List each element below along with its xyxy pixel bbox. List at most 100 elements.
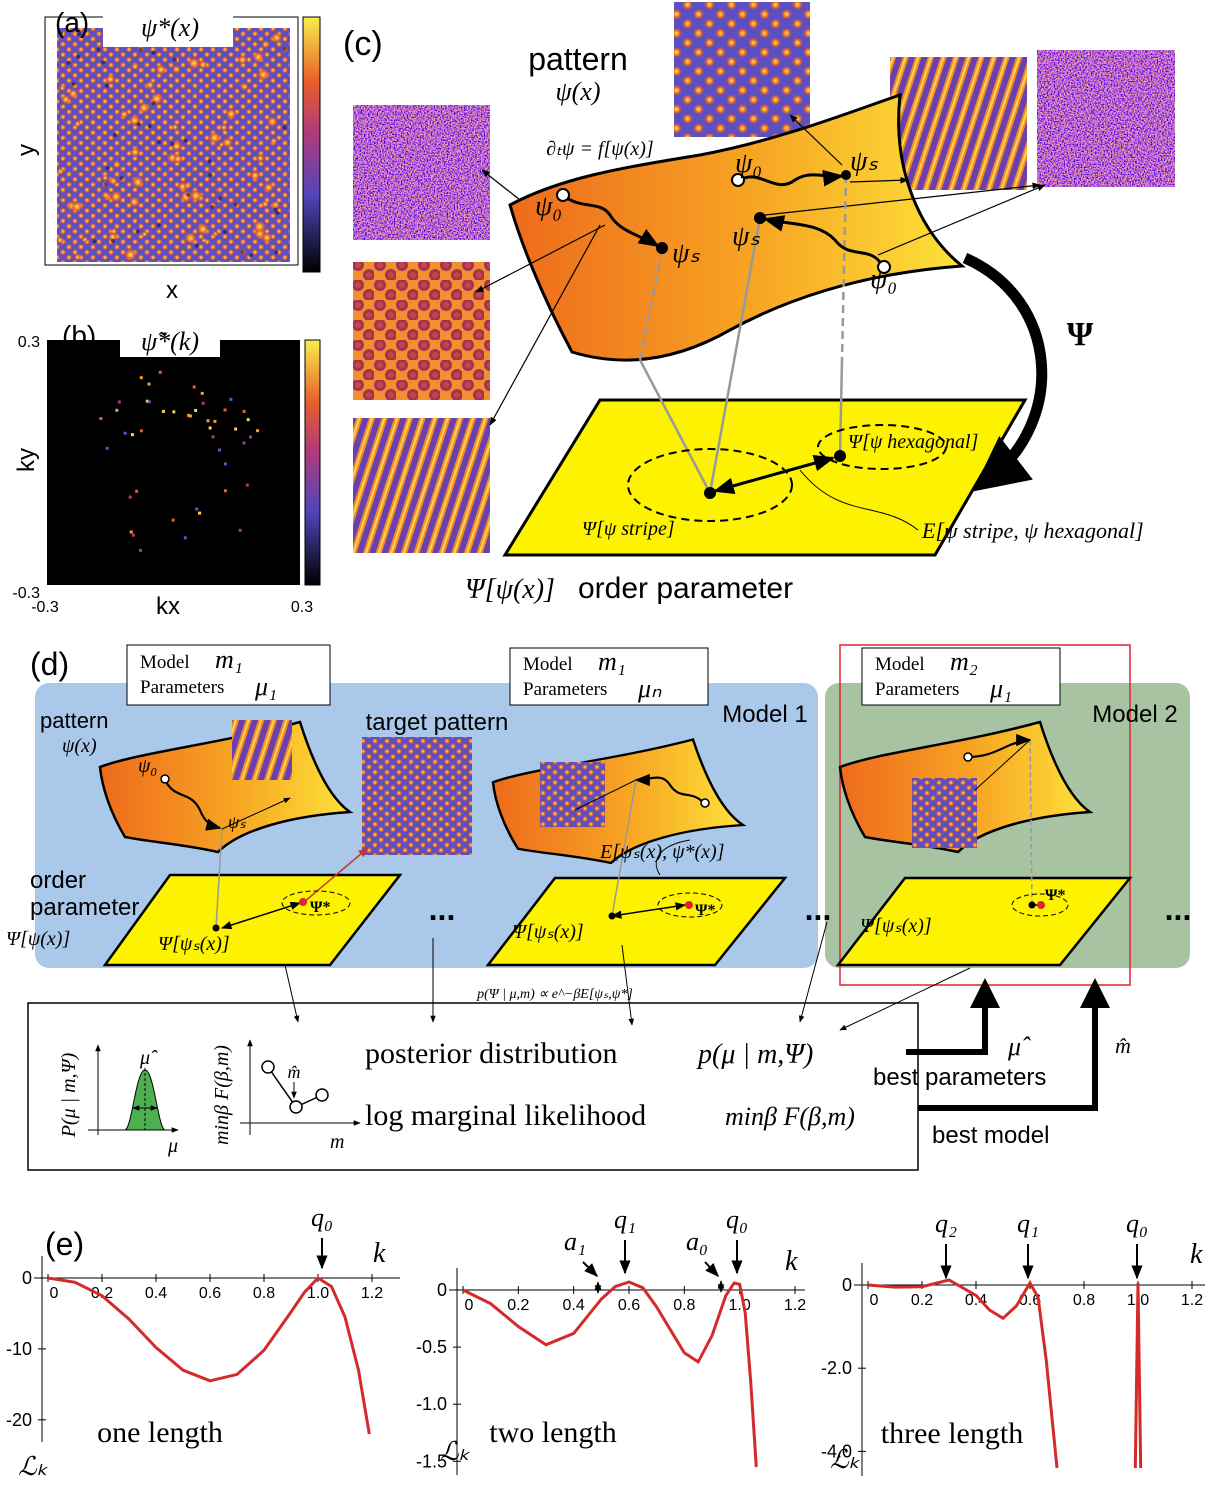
spot	[184, 139, 188, 143]
label: ...	[805, 891, 832, 927]
label: order	[30, 867, 86, 894]
y-tick-label: 0	[22, 1268, 32, 1288]
label: μ₁	[989, 674, 1012, 703]
spot	[130, 147, 141, 158]
spot	[104, 183, 108, 187]
label: Ψ	[1067, 316, 1094, 353]
spectrum	[47, 340, 300, 585]
x-label: k	[785, 1246, 798, 1277]
annotation: q₀	[311, 1203, 333, 1232]
peak	[224, 462, 227, 465]
x-tick-label: 0.2	[507, 1297, 529, 1314]
label: pattern	[40, 708, 109, 733]
spot	[234, 203, 238, 207]
label: Parameters	[523, 679, 607, 700]
label: m	[330, 1131, 344, 1153]
spot	[187, 56, 200, 69]
spot	[274, 208, 278, 212]
label: m̂	[288, 1062, 301, 1082]
label: Model	[875, 654, 925, 675]
y-tick-label: -2.0	[821, 1358, 852, 1378]
spot	[112, 160, 121, 169]
spot	[56, 167, 64, 175]
peak	[224, 408, 227, 411]
peak	[184, 536, 187, 539]
peak	[115, 409, 118, 412]
y-tick-label: 0	[842, 1275, 852, 1295]
stripe-pattern	[353, 418, 490, 553]
spot	[173, 58, 177, 62]
label: y	[13, 144, 40, 156]
label: ψ(x)	[555, 77, 600, 106]
label: m₂	[950, 647, 978, 676]
spot	[76, 54, 80, 58]
spot	[253, 220, 267, 234]
peak	[249, 436, 252, 439]
spot	[59, 85, 66, 92]
annotation: q₀	[1126, 1209, 1148, 1238]
initial-state	[964, 753, 972, 761]
spot	[257, 68, 271, 82]
panel-d	[28, 645, 1190, 1170]
spot	[101, 60, 105, 64]
x-tick-label: 1.2	[1181, 1292, 1203, 1309]
peak	[132, 534, 135, 537]
peak	[139, 549, 142, 552]
label: ψ₀	[735, 148, 762, 179]
label: E[ψ stripe, ψ hexagonal]	[921, 518, 1144, 543]
annotation: a₁	[564, 1227, 586, 1256]
spot	[148, 124, 152, 128]
spot	[256, 154, 265, 163]
spot	[72, 82, 76, 86]
x-tick-label: 1.2	[361, 1285, 383, 1302]
annotation: a₀	[686, 1227, 708, 1256]
spot	[271, 32, 283, 44]
peak	[193, 385, 196, 388]
label: P(μ | m,Ψ)	[58, 1052, 80, 1138]
peak	[195, 508, 198, 511]
label: minβ F(β,m)	[211, 1045, 233, 1145]
pattern-thumb	[912, 778, 977, 848]
annotation: q₂	[935, 1209, 957, 1238]
peak	[247, 418, 250, 421]
label: m̂	[1115, 1033, 1131, 1058]
panel-e: 00.20.40.60.81.01.20-10-20q₀one lengthℒₖ…	[6, 1203, 1205, 1481]
peak	[194, 409, 197, 412]
spot	[157, 223, 161, 227]
spot	[105, 166, 109, 170]
y-label: ℒₖ	[18, 1452, 49, 1481]
spot	[196, 222, 209, 235]
y-label: ℒₖ	[830, 1445, 861, 1474]
caption: three length	[881, 1417, 1023, 1450]
spot	[111, 239, 115, 243]
tick-label: -0.3	[31, 599, 59, 616]
label: μₙ	[637, 674, 662, 703]
spot	[249, 253, 253, 257]
x-tick-label: 0.4	[145, 1285, 167, 1302]
spot	[105, 74, 116, 85]
peak	[246, 484, 249, 487]
label: Ψ[ψₛ(x)]	[860, 915, 932, 937]
peak	[202, 402, 205, 405]
hex-pattern	[674, 2, 810, 137]
annotation: q₁	[614, 1205, 636, 1234]
spot	[274, 250, 278, 254]
label: μ	[167, 1135, 178, 1157]
spot	[119, 110, 128, 119]
spot	[223, 230, 227, 234]
spot	[261, 200, 269, 208]
spot	[157, 140, 161, 144]
label: ψ(x)	[62, 735, 97, 757]
x-tick-label: 1.2	[784, 1297, 806, 1314]
label: (c)	[343, 25, 383, 63]
peak	[243, 410, 246, 413]
panel-a	[45, 5, 320, 272]
spot	[208, 173, 212, 177]
peak	[212, 435, 215, 438]
spot	[217, 187, 223, 193]
peak	[224, 489, 227, 492]
spot	[110, 227, 118, 235]
peak	[135, 490, 138, 493]
spot	[189, 189, 202, 202]
pattern-thumb	[540, 762, 605, 827]
